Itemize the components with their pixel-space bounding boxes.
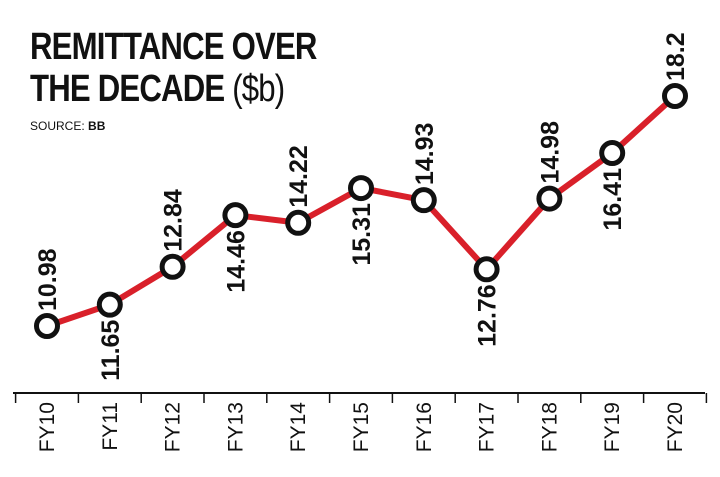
data-label: 14.46 — [222, 230, 250, 293]
data-point-marker — [222, 202, 249, 229]
title-line-2: THE DECADE ($b) — [30, 68, 317, 110]
x-tick-label: FY16 — [413, 402, 436, 452]
data-label: 10.98 — [34, 248, 62, 311]
title-unit: ($b) — [232, 68, 285, 110]
data-label: 14.98 — [536, 121, 564, 184]
x-tick-label: FY13 — [224, 402, 247, 452]
data-label: 16.41 — [599, 168, 627, 231]
data-label: 15.31 — [348, 203, 376, 266]
source-value: BB — [88, 119, 106, 133]
data-label: 14.22 — [285, 145, 313, 208]
x-tick-label: FY19 — [601, 402, 624, 452]
x-tick-label: FY15 — [350, 402, 373, 452]
data-point-marker — [410, 187, 437, 214]
data-point-marker — [159, 253, 186, 280]
data-point-marker — [473, 256, 500, 283]
x-tick-label: FY20 — [664, 402, 687, 452]
title-line-1: REMITTANCE OVER — [30, 26, 317, 68]
x-tick-label: FY18 — [538, 402, 561, 452]
data-point-marker — [34, 313, 60, 339]
data-label: 18.2 — [662, 32, 690, 81]
data-point-marker — [285, 209, 312, 236]
x-tick-label: FY14 — [287, 402, 310, 453]
data-label: 12.84 — [160, 189, 188, 252]
source-label: SOURCE: — [30, 119, 85, 133]
data-point-marker — [599, 140, 626, 167]
data-point-marker — [348, 175, 374, 202]
data-point-marker — [536, 185, 563, 212]
data-label: 11.65 — [97, 320, 125, 381]
data-label: 14.93 — [411, 123, 439, 186]
x-tick-label: FY17 — [476, 402, 499, 452]
x-tick-label: FY12 — [162, 402, 185, 452]
chart-title: REMITTANCE OVER THE DECADE ($b) — [30, 26, 380, 110]
x-tick-label: FY11 — [99, 402, 122, 451]
data-label: 12.76 — [474, 284, 502, 347]
title-main: THE DECADE — [30, 68, 225, 110]
source-note: SOURCE: BB — [30, 119, 105, 133]
data-point-marker — [96, 291, 123, 318]
data-point-marker — [662, 83, 688, 109]
x-tick-label: FY10 — [36, 402, 59, 452]
